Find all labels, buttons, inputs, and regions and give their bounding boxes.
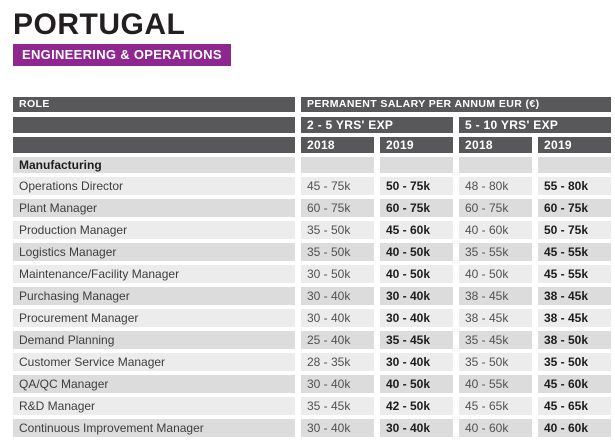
salary-2018-cell: 28 - 35k — [301, 353, 374, 371]
section-title: Manufacturing — [13, 157, 295, 173]
role-cell: Continuous Improvement Manager — [13, 419, 295, 437]
section-row-manufacturing: Manufacturing — [13, 157, 611, 173]
salary-2019-cell: 45 - 60k — [538, 375, 611, 393]
category-banner: ENGINEERING & OPERATIONS — [13, 44, 231, 66]
salary-2018-cell: 35 - 45k — [459, 331, 532, 349]
table-row: Operations Director 45 - 75k 50 - 75k 48 - … — [13, 177, 611, 195]
salary-2019-cell: 40 - 50k — [380, 243, 453, 261]
role-cell: Production Manager — [13, 221, 295, 239]
salary-2018-cell: 45 - 65k — [459, 397, 532, 415]
salary-2018-cell: 30 - 40k — [301, 309, 374, 327]
salary-2019-cell: 40 - 50k — [380, 375, 453, 393]
year-header-row: 2018 2019 2018 2019 — [13, 137, 611, 153]
role-cell: QA/QC Manager — [13, 375, 295, 393]
empty-cell — [380, 157, 453, 173]
exp-group-2-5-header: 2 - 5 YRS' EXP — [301, 117, 453, 133]
salary-2019-cell: 45 - 55k — [538, 265, 611, 283]
salary-column-header: PERMANENT SALARY PER ANNUM EUR (€) — [301, 97, 611, 112]
salary-2018-cell: 35 - 50k — [459, 353, 532, 371]
salary-2019-cell: 42 - 50k — [380, 397, 453, 415]
table-row: Demand Planning 25 - 40k 35 - 45k 35 - 45k 3… — [13, 331, 611, 349]
year-header-2018: 2018 — [301, 137, 374, 153]
table-row: Maintenance/Facility Manager 30 - 50k 40 -… — [13, 265, 611, 283]
salary-2019-cell: 30 - 40k — [380, 287, 453, 305]
salary-2019-cell: 30 - 40k — [380, 419, 453, 437]
role-cell: Logistics Manager — [13, 243, 295, 261]
salary-2019-cell: 60 - 75k — [538, 199, 611, 217]
salary-2018-cell: 35 - 55k — [459, 243, 532, 261]
salary-2019-cell: 40 - 50k — [380, 265, 453, 283]
salary-2019-cell: 45 - 65k — [538, 397, 611, 415]
year-header-2019: 2019 — [380, 137, 453, 153]
salary-2019-cell: 38 - 45k — [538, 287, 611, 305]
salary-2019-cell: 35 - 45k — [380, 331, 453, 349]
salary-table: ROLE PERMANENT SALARY PER ANNUM EUR (€) … — [13, 97, 611, 441]
table-row: Customer Service Manager 28 - 35k 30 - 40k… — [13, 353, 611, 371]
salary-2018-cell: 60 - 75k — [459, 199, 532, 217]
salary-2018-cell: 30 - 40k — [301, 375, 374, 393]
salary-2018-cell: 30 - 40k — [301, 419, 374, 437]
table-row: R&D Manager 35 - 45k 42 - 50k 45 - 65k 45 - … — [13, 397, 611, 415]
salary-2018-cell: 35 - 45k — [301, 397, 374, 415]
table-body: Operations Director 45 - 75k 50 - 75k 48 - … — [13, 177, 611, 437]
role-cell: Customer Service Manager — [13, 353, 295, 371]
salary-2018-cell: 25 - 40k — [301, 331, 374, 349]
exp-group-5-10-header: 5 - 10 YRS' EXP — [459, 117, 611, 133]
salary-2018-cell: 48 - 80k — [459, 177, 532, 195]
role-cell: R&D Manager — [13, 397, 295, 415]
table-row: Plant Manager 60 - 75k 60 - 75k 60 - 75k 60 … — [13, 199, 611, 217]
empty-cell — [538, 157, 611, 173]
salary-2019-cell: 30 - 40k — [380, 353, 453, 371]
table-header-row: ROLE PERMANENT SALARY PER ANNUM EUR (€) — [13, 97, 611, 112]
year-header-2018: 2018 — [459, 137, 532, 153]
year-header-2019: 2019 — [538, 137, 611, 153]
salary-2019-cell: 38 - 50k — [538, 331, 611, 349]
role-cell: Maintenance/Facility Manager — [13, 265, 295, 283]
salary-2018-cell: 40 - 60k — [459, 419, 532, 437]
role-cell: Purchasing Manager — [13, 287, 295, 305]
salary-2019-cell: 50 - 75k — [380, 177, 453, 195]
salary-2019-cell: 30 - 40k — [380, 309, 453, 327]
page-title: PORTUGAL — [13, 8, 186, 41]
salary-2018-cell: 35 - 50k — [301, 221, 374, 239]
salary-2018-cell: 40 - 60k — [459, 221, 532, 239]
table-row: Logistics Manager 35 - 50k 40 - 50k 35 - 55… — [13, 243, 611, 261]
salary-2019-cell: 60 - 75k — [380, 199, 453, 217]
salary-2018-cell: 45 - 75k — [301, 177, 374, 195]
role-cell: Demand Planning — [13, 331, 295, 349]
experience-header-row: 2 - 5 YRS' EXP 5 - 10 YRS' EXP — [13, 117, 611, 133]
salary-2018-cell: 30 - 50k — [301, 265, 374, 283]
salary-2019-cell: 45 - 60k — [380, 221, 453, 239]
table-row: Continuous Improvement Manager 30 - 40k 30… — [13, 419, 611, 437]
role-cell: Procurement Manager — [13, 309, 295, 327]
table-row: QA/QC Manager 30 - 40k 40 - 50k 40 - 55k 45 … — [13, 375, 611, 393]
header-spacer-bar — [13, 117, 295, 133]
salary-2018-cell: 40 - 55k — [459, 375, 532, 393]
header-spacer-bar — [13, 137, 295, 153]
salary-2019-cell: 50 - 75k — [538, 221, 611, 239]
role-cell: Plant Manager — [13, 199, 295, 217]
salary-2018-cell: 40 - 50k — [459, 265, 532, 283]
salary-2019-cell: 35 - 50k — [538, 353, 611, 371]
salary-2018-cell: 38 - 45k — [459, 287, 532, 305]
salary-2018-cell: 60 - 75k — [301, 199, 374, 217]
empty-cell — [459, 157, 532, 173]
empty-cell — [301, 157, 374, 173]
table-row: Procurement Manager 30 - 40k 30 - 40k 38 - … — [13, 309, 611, 327]
role-cell: Operations Director — [13, 177, 295, 195]
role-column-header: ROLE — [13, 97, 295, 112]
salary-2019-cell: 40 - 60k — [538, 419, 611, 437]
salary-2018-cell: 30 - 40k — [301, 287, 374, 305]
table-row: Production Manager 35 - 50k 45 - 60k 40 - 6… — [13, 221, 611, 239]
salary-2019-cell: 55 - 80k — [538, 177, 611, 195]
salary-2018-cell: 38 - 45k — [459, 309, 532, 327]
salary-2019-cell: 38 - 45k — [538, 309, 611, 327]
table-row: Purchasing Manager 30 - 40k 30 - 40k 38 - 4… — [13, 287, 611, 305]
salary-2018-cell: 35 - 50k — [301, 243, 374, 261]
salary-2019-cell: 45 - 55k — [538, 243, 611, 261]
